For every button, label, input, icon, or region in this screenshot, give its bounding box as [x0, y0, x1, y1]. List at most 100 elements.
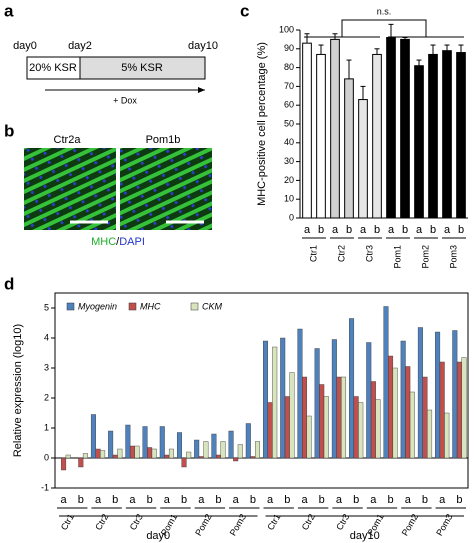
bar — [302, 42, 312, 219]
y-tick-label: 30 — [284, 156, 294, 166]
bar — [442, 50, 452, 219]
period-label: day10 — [350, 530, 380, 542]
bar — [159, 426, 165, 459]
bar — [194, 439, 200, 459]
x-tick-label: b — [284, 494, 290, 506]
x-tick-label: b — [181, 494, 187, 506]
x-tick-label: a — [444, 224, 451, 236]
bar — [375, 399, 381, 459]
timeline-phase — [79, 56, 206, 80]
x-tick-label: b — [374, 224, 380, 236]
x-tick-label: a — [416, 224, 423, 236]
group-label: Ctr3 — [334, 512, 351, 532]
x-tick-label: a — [61, 494, 68, 506]
y-tick-label: 40 — [284, 137, 294, 147]
stain-legend: MHC/DAPI — [91, 236, 145, 248]
bar — [370, 381, 376, 459]
x-tick-label: b — [319, 494, 325, 506]
bar — [112, 454, 118, 459]
bar — [228, 430, 234, 459]
x-tick-label: a — [301, 494, 308, 506]
bar — [284, 396, 290, 459]
bar — [164, 454, 170, 459]
x-tick-label: b — [353, 494, 359, 506]
x-tick-label: a — [129, 494, 136, 506]
bar — [427, 409, 433, 459]
bar — [366, 342, 372, 459]
phase-label: 5% KSR — [121, 62, 163, 74]
bar — [400, 38, 410, 219]
bar — [297, 328, 303, 459]
x-tick-label: a — [370, 494, 377, 506]
bar — [383, 306, 389, 459]
bracket — [341, 19, 427, 37]
image-label: Pom1b — [146, 134, 181, 146]
image-label: Ctr2a — [54, 134, 82, 146]
bar — [147, 447, 153, 459]
bar — [142, 426, 148, 459]
panel-label: d — [4, 274, 14, 293]
bar — [254, 441, 260, 459]
y-tick-label: 3 — [44, 362, 49, 372]
legend-swatch — [190, 302, 199, 311]
x-tick-label: b — [215, 494, 221, 506]
bar — [198, 456, 204, 459]
x-tick-label: b — [346, 224, 352, 236]
x-tick-label: a — [164, 494, 171, 506]
bar — [358, 402, 364, 459]
bar — [65, 454, 71, 459]
bar — [456, 52, 466, 219]
y-axis-label: MHC-positive cell percentage (%) — [256, 42, 268, 206]
bar — [330, 38, 340, 219]
bar — [233, 457, 239, 462]
bar — [414, 65, 424, 219]
annotation: n.s. — [377, 6, 392, 16]
bar — [306, 415, 312, 459]
bar — [341, 376, 347, 459]
x-tick-label: b — [430, 224, 436, 236]
y-tick-label: 5 — [44, 302, 49, 312]
bar — [428, 53, 438, 219]
bar — [392, 367, 398, 459]
x-tick-label: a — [95, 494, 102, 506]
bar — [316, 53, 326, 219]
bar — [90, 414, 96, 459]
bar — [220, 441, 226, 459]
day-label: day2 — [68, 40, 92, 52]
bar — [319, 384, 325, 459]
bar — [388, 355, 394, 459]
y-tick-label: 90 — [284, 43, 294, 53]
panel-label: a — [4, 1, 14, 20]
y-tick-label: 4 — [44, 332, 49, 342]
panel-label: c — [240, 1, 249, 20]
bar — [344, 78, 354, 219]
group-label: Ctr2 — [336, 245, 346, 262]
x-tick-label: a — [360, 224, 367, 236]
group-label: Ctr1 — [265, 512, 282, 532]
bar — [358, 99, 368, 219]
x-tick-label: b — [147, 494, 153, 506]
x-tick-label: a — [439, 494, 446, 506]
x-tick-label: b — [388, 494, 394, 506]
bar — [100, 450, 106, 459]
y-tick-label: 0 — [289, 212, 294, 222]
bar — [211, 433, 217, 459]
bar — [250, 456, 256, 459]
bar — [331, 339, 337, 459]
x-tick-label: a — [267, 494, 274, 506]
phase-label: 20% KSR — [29, 62, 77, 74]
bar — [336, 376, 342, 459]
group-label: Ctr3 — [364, 245, 374, 262]
bar — [168, 448, 174, 459]
bar — [323, 396, 329, 459]
bar — [186, 451, 192, 459]
bar — [61, 457, 67, 471]
legend-label: CKM — [202, 301, 223, 311]
micrograph — [120, 148, 212, 230]
x-tick-label: b — [112, 494, 118, 506]
bar — [176, 432, 182, 459]
bar — [117, 448, 123, 459]
bar — [439, 361, 445, 459]
x-tick-label: b — [318, 224, 324, 236]
x-tick-label: a — [336, 494, 343, 506]
